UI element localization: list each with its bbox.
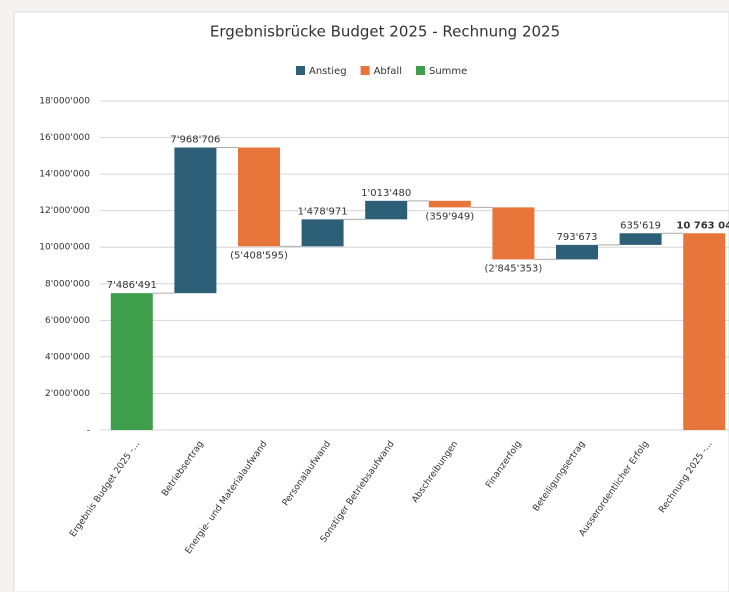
value-label: 1'478'971 — [298, 206, 348, 217]
legend-label: Abfall — [374, 66, 402, 77]
bar — [556, 244, 598, 260]
bar — [238, 147, 280, 247]
value-label: (5'408'595) — [230, 250, 288, 261]
bar — [492, 207, 535, 260]
value-label: (359'949) — [425, 211, 474, 222]
bar — [619, 233, 662, 245]
value-label: 7'486'491 — [107, 280, 157, 291]
bar — [428, 200, 471, 208]
chart-title: Ergebnisbrücke Budget 2025 - Rechnung 20… — [210, 23, 560, 41]
legend-swatch — [360, 66, 370, 75]
y-tick-label: 12'000'000 — [39, 206, 90, 216]
legend-label: Summe — [429, 66, 467, 77]
value-label: 635'619 — [620, 220, 661, 231]
bar — [110, 293, 153, 430]
y-tick-label: 8'000'000 — [45, 279, 90, 289]
y-tick-label: 2'000'000 — [45, 389, 90, 399]
legend-label: Anstieg — [309, 66, 347, 77]
value-label: 7'968'706 — [170, 135, 220, 146]
bar — [365, 200, 408, 220]
value-label: 793'673 — [557, 232, 598, 243]
y-tick-label: 18'000'000 — [39, 97, 90, 107]
y-tick-label: 4'000'000 — [45, 352, 90, 362]
legend-swatch — [296, 66, 305, 75]
value-label: 1'013'480 — [361, 188, 411, 199]
value-label: (2'845'353) — [484, 263, 542, 274]
bar — [174, 147, 217, 294]
bar — [301, 219, 344, 247]
y-tick-label: - — [87, 426, 90, 436]
y-tick-label: 10'000'000 — [39, 243, 90, 253]
legend-swatch — [416, 66, 425, 75]
y-tick-label: 16'000'000 — [39, 133, 90, 143]
y-tick-label: 6'000'000 — [45, 316, 90, 326]
value-label: 10 763 04 — [676, 220, 729, 231]
y-tick-label: 14'000'000 — [39, 170, 90, 180]
bar — [683, 233, 726, 430]
